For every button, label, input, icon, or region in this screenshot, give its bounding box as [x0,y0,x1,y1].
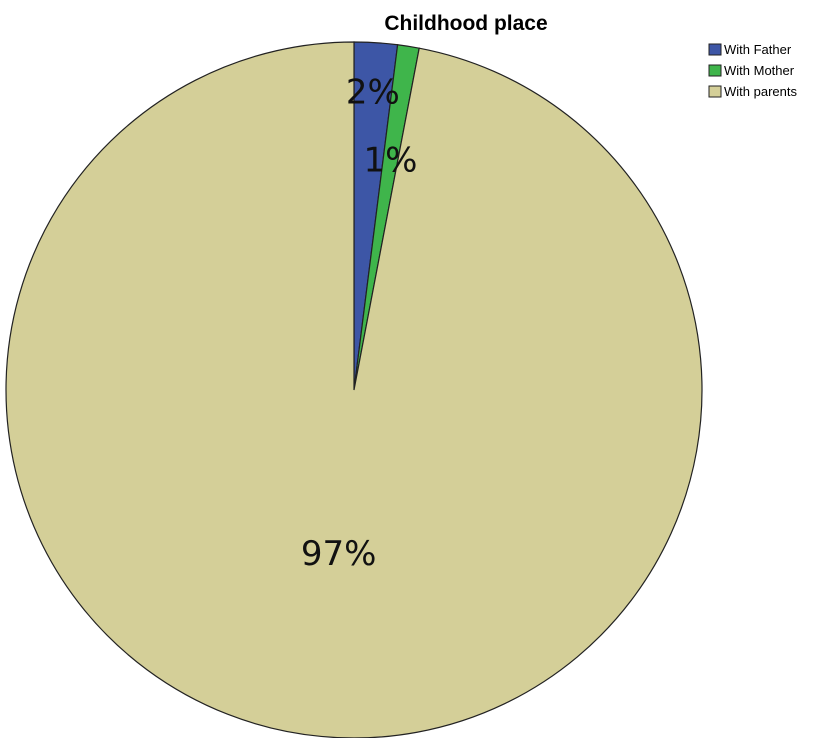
pie-slices [5,41,703,738]
pie-data-labels: 2% 1% 97% [301,72,418,574]
chart-title: Childhood place [384,12,547,35]
legend-swatch-with-parents [708,85,722,98]
legend-swatch-with-mother [708,64,722,77]
data-label-with-parents: 97% [301,534,377,574]
legend-label-with-parents: With parents [724,84,797,99]
legend-label-with-father: With Father [724,42,792,57]
pie-slice-with-parents [5,41,703,738]
legend: With Father With Mother With parents [708,42,797,99]
legend-label-with-mother: With Mother [724,63,795,78]
data-label-with-mother: 1% [363,141,417,181]
legend-item-with-mother: With Mother [708,63,795,78]
legend-swatch-with-father [708,43,722,56]
data-label-with-father: 2% [346,72,400,112]
legend-item-with-father: With Father [708,42,792,57]
legend-item-with-parents: With parents [708,84,797,99]
